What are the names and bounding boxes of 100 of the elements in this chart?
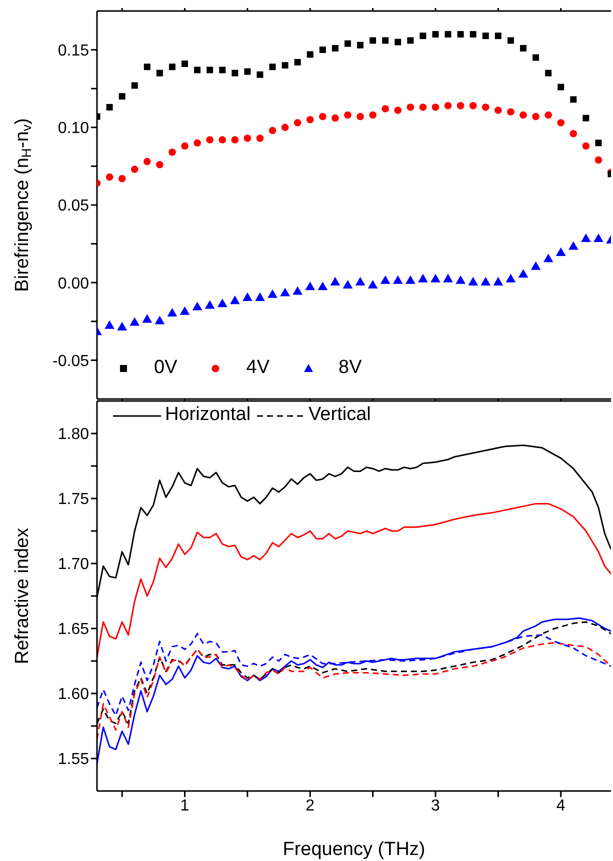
point: [156, 161, 164, 168]
point: [118, 93, 126, 100]
legend-label: 4V: [246, 357, 270, 379]
point: [306, 116, 314, 124]
x-tick-label: 1: [180, 797, 190, 814]
point: [244, 68, 251, 75]
point: [468, 276, 478, 286]
x-tick-label: 4: [556, 797, 566, 814]
point: [144, 64, 150, 70]
point: [268, 289, 278, 298]
point: [218, 136, 226, 144]
point: [520, 45, 526, 52]
point: [280, 288, 290, 296]
point: [182, 60, 188, 68]
point: [106, 104, 113, 110]
point: [332, 45, 338, 52]
point: [558, 84, 564, 90]
point: [457, 31, 464, 38]
point: [482, 32, 489, 40]
point: [118, 174, 126, 182]
legend-label: 8V: [338, 357, 362, 379]
point: [268, 126, 276, 134]
point: [430, 274, 440, 282]
point: [594, 156, 602, 164]
point: [282, 62, 288, 69]
point: [482, 104, 490, 111]
point: [556, 247, 566, 256]
point: [281, 124, 289, 132]
point: [419, 104, 427, 111]
y-tick-label: 1.55: [58, 751, 90, 768]
point: [357, 42, 364, 48]
point: [231, 136, 239, 144]
point: [432, 31, 439, 38]
point: [355, 276, 366, 286]
point: [368, 280, 378, 289]
point: [255, 292, 265, 301]
point: [232, 70, 238, 76]
y-axis-title: Refractive index: [12, 527, 33, 664]
y-tick-label: 1.75: [58, 491, 90, 508]
point: [432, 104, 440, 111]
point: [469, 102, 477, 110]
point: [143, 158, 151, 166]
point: [406, 104, 414, 111]
point: [104, 320, 114, 329]
x-axis-title: Frequency (THz): [282, 839, 426, 860]
point: [256, 134, 264, 142]
point: [319, 46, 326, 54]
legend-label: Horizontal: [165, 404, 251, 426]
point: [382, 105, 389, 112]
point: [507, 37, 514, 44]
point: [394, 38, 402, 46]
point: [330, 276, 340, 286]
y-tick-label: 0.10: [58, 120, 90, 138]
point: [156, 70, 163, 76]
point: [557, 119, 565, 126]
point: [493, 276, 504, 286]
point: [544, 111, 552, 119]
point: [582, 142, 590, 150]
point: [130, 166, 138, 173]
y-tick-label: -0.05: [52, 352, 90, 370]
point: [131, 82, 138, 89]
y-tick-label: 1.70: [58, 556, 90, 574]
point: [382, 37, 389, 44]
point: [306, 51, 314, 58]
point: [168, 148, 176, 156]
point: [256, 71, 264, 78]
point: [369, 111, 376, 119]
point: [294, 119, 302, 126]
point: [507, 108, 514, 116]
point: [405, 275, 416, 284]
point: [470, 31, 476, 38]
point: [530, 261, 541, 270]
point: [370, 37, 376, 44]
point: [194, 66, 201, 74]
point: [242, 292, 252, 301]
point: [344, 40, 351, 47]
point: [407, 37, 414, 44]
point: [444, 31, 452, 38]
point: [154, 316, 165, 324]
point: [194, 139, 201, 147]
x-tick-label: 2: [306, 797, 315, 814]
point: [342, 280, 353, 289]
point: [570, 130, 578, 138]
point: [494, 106, 502, 114]
point: [206, 66, 214, 74]
point: [356, 112, 364, 120]
point: [294, 58, 301, 66]
point: [456, 275, 466, 284]
point: [318, 282, 328, 290]
point: [180, 306, 190, 315]
point: [543, 254, 554, 262]
point: [582, 114, 590, 122]
point: [269, 64, 276, 70]
point: [444, 102, 452, 110]
point: [192, 302, 202, 310]
point: [219, 66, 226, 74]
point: [394, 106, 402, 114]
point: [506, 274, 516, 282]
point: [545, 70, 552, 76]
point: [443, 274, 453, 282]
